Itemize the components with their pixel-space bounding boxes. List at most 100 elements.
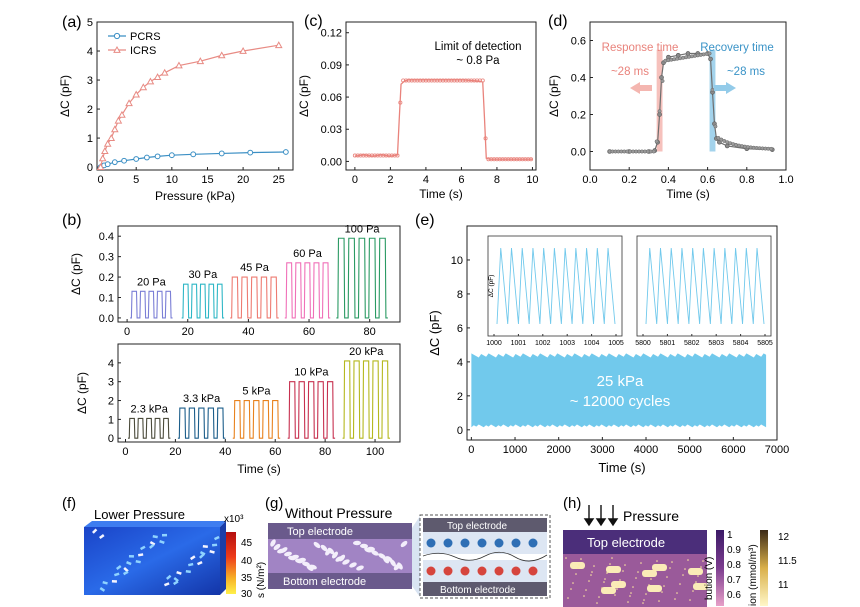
h-ion-dot (674, 598, 676, 600)
f-particle (176, 571, 182, 575)
h-ion-cluster (688, 568, 703, 575)
h-ion-dot (580, 558, 582, 560)
c-ytick-label: 0.09 (321, 60, 342, 72)
g-ion (360, 543, 368, 549)
h-ion-dot (640, 562, 642, 564)
h-ion-dot (609, 563, 611, 565)
h-top-electrode (563, 530, 707, 554)
b-bottom-ytick-label: 4 (108, 358, 114, 370)
h-ion-dot (619, 579, 621, 581)
g-ion (295, 558, 303, 564)
chart-a: 0 5 10 15 20 25 0 1 2 3 4 5 Pressure (kPa) ΔC (pF) PCR… (58, 17, 294, 203)
c-xlabel: Time (s) (419, 187, 463, 201)
h-ion-dot (648, 584, 650, 586)
h-ion-dot (689, 599, 691, 601)
a-ytick-label: 0 (87, 162, 93, 174)
e-xtick-label: 5000 (677, 444, 701, 456)
d-response-value: ~28 ms (611, 66, 649, 78)
g-ion (390, 559, 396, 567)
g-ion (277, 548, 285, 554)
e-ytick-label: 2 (457, 391, 463, 403)
b-bottom-ytick-label: 1 (108, 414, 114, 426)
e-cycle-band (471, 353, 767, 428)
h-cb2-label: ion (mmol/m³) (748, 544, 759, 606)
b-top-ytick-label: 0.3 (99, 252, 114, 264)
g-anion-icon (460, 538, 470, 548)
g-ion (356, 565, 364, 571)
a-ytick-label: 2 (87, 104, 93, 116)
h-ion-cluster (601, 587, 616, 594)
a-point-ICRS (98, 154, 107, 162)
h-ion-dot (656, 560, 658, 562)
b-top-segment-2 (230, 276, 279, 319)
d-xlabel: Time (s) (666, 187, 710, 201)
a-legend-label: PCRS (130, 31, 161, 43)
a-ytick-label: 1 (87, 133, 93, 145)
g-anion-icon (494, 538, 504, 548)
f-title: Lower Pressure (94, 507, 185, 522)
g-top-label: Top electrode (287, 526, 353, 538)
h-cb2-tick-2: 11 (778, 580, 789, 591)
b-top-segment-label: 100 Pa (345, 223, 381, 235)
a-point-ICRS (146, 77, 155, 85)
e-xtick-label: 2000 (546, 444, 570, 456)
e-inset-ylabel: ΔC (pF) (488, 275, 495, 298)
f-particle (98, 534, 105, 540)
a-point-PCRS (282, 149, 289, 155)
b-bottom-segment-1 (177, 407, 226, 439)
e-inset-xtick-label: 1000 (486, 340, 502, 347)
h-ion-cluster (611, 581, 626, 588)
d-recovery-arrow-icon (714, 82, 736, 94)
h-ion-dot (604, 578, 606, 580)
g-ion (325, 548, 331, 556)
h-cb1-tick-4: 0.6 (727, 590, 741, 601)
h-cb1-tick-1: 0.9 (727, 545, 741, 556)
h-ion-dot (676, 592, 678, 594)
h-ion-cluster (570, 562, 585, 569)
b-bottom-xtick-label: 0 (122, 446, 128, 458)
f-particles (92, 528, 220, 592)
g-cation-icon (426, 566, 436, 576)
a-point-ICRS (110, 125, 119, 133)
f-block (84, 527, 220, 595)
g-ion (313, 541, 321, 549)
b-bottom-segment-label: 5 kPa (242, 386, 271, 398)
h-ion-dot (663, 585, 665, 587)
h-ion-dot (611, 557, 613, 559)
b-top-xtick-label: 80 (364, 326, 376, 338)
b-top-ytick-label: 0.0 (99, 313, 114, 325)
a-point-ICRS (217, 51, 226, 59)
f-particle (99, 586, 106, 592)
h-ion-cluster (693, 583, 708, 590)
c-frame (345, 21, 537, 171)
c-xtick-label: 6 (458, 174, 464, 186)
f-particle (116, 564, 122, 570)
a-point-ICRS (96, 163, 105, 170)
h-ion-dot (624, 564, 626, 566)
f-block-top (84, 521, 226, 527)
f-particle (92, 528, 98, 534)
b-bottom-segment-label: 10 kPa (294, 367, 329, 379)
g-cation-icon (443, 566, 453, 576)
d-point (708, 56, 713, 62)
d-xtick-label: 1.0 (778, 174, 793, 186)
h-cb1-tick-2: 0.8 (727, 560, 741, 571)
d-point (716, 135, 721, 140)
f-particle (209, 549, 215, 554)
h-ion-dot (666, 576, 668, 578)
d-xtick-label: 0.6 (700, 174, 715, 186)
f-particle (113, 572, 120, 577)
a-point-PCRS (247, 149, 254, 156)
h-ion-dot (572, 582, 574, 584)
h-ion-dot (588, 580, 590, 582)
d-point (724, 143, 730, 149)
a-point-ICRS (103, 139, 112, 147)
g-ion (382, 556, 390, 564)
b-top-segment-label: 30 Pa (189, 269, 219, 281)
h-ion-dot (650, 578, 652, 580)
f-particle (213, 535, 220, 541)
f-particle (135, 560, 141, 564)
c-ytick-label: 0.03 (321, 124, 342, 136)
c-xtick-label: 10 (526, 174, 538, 186)
panel-h: Pressure Top electrode 1 0.9 0.8 0.7 0.6… (563, 505, 797, 607)
